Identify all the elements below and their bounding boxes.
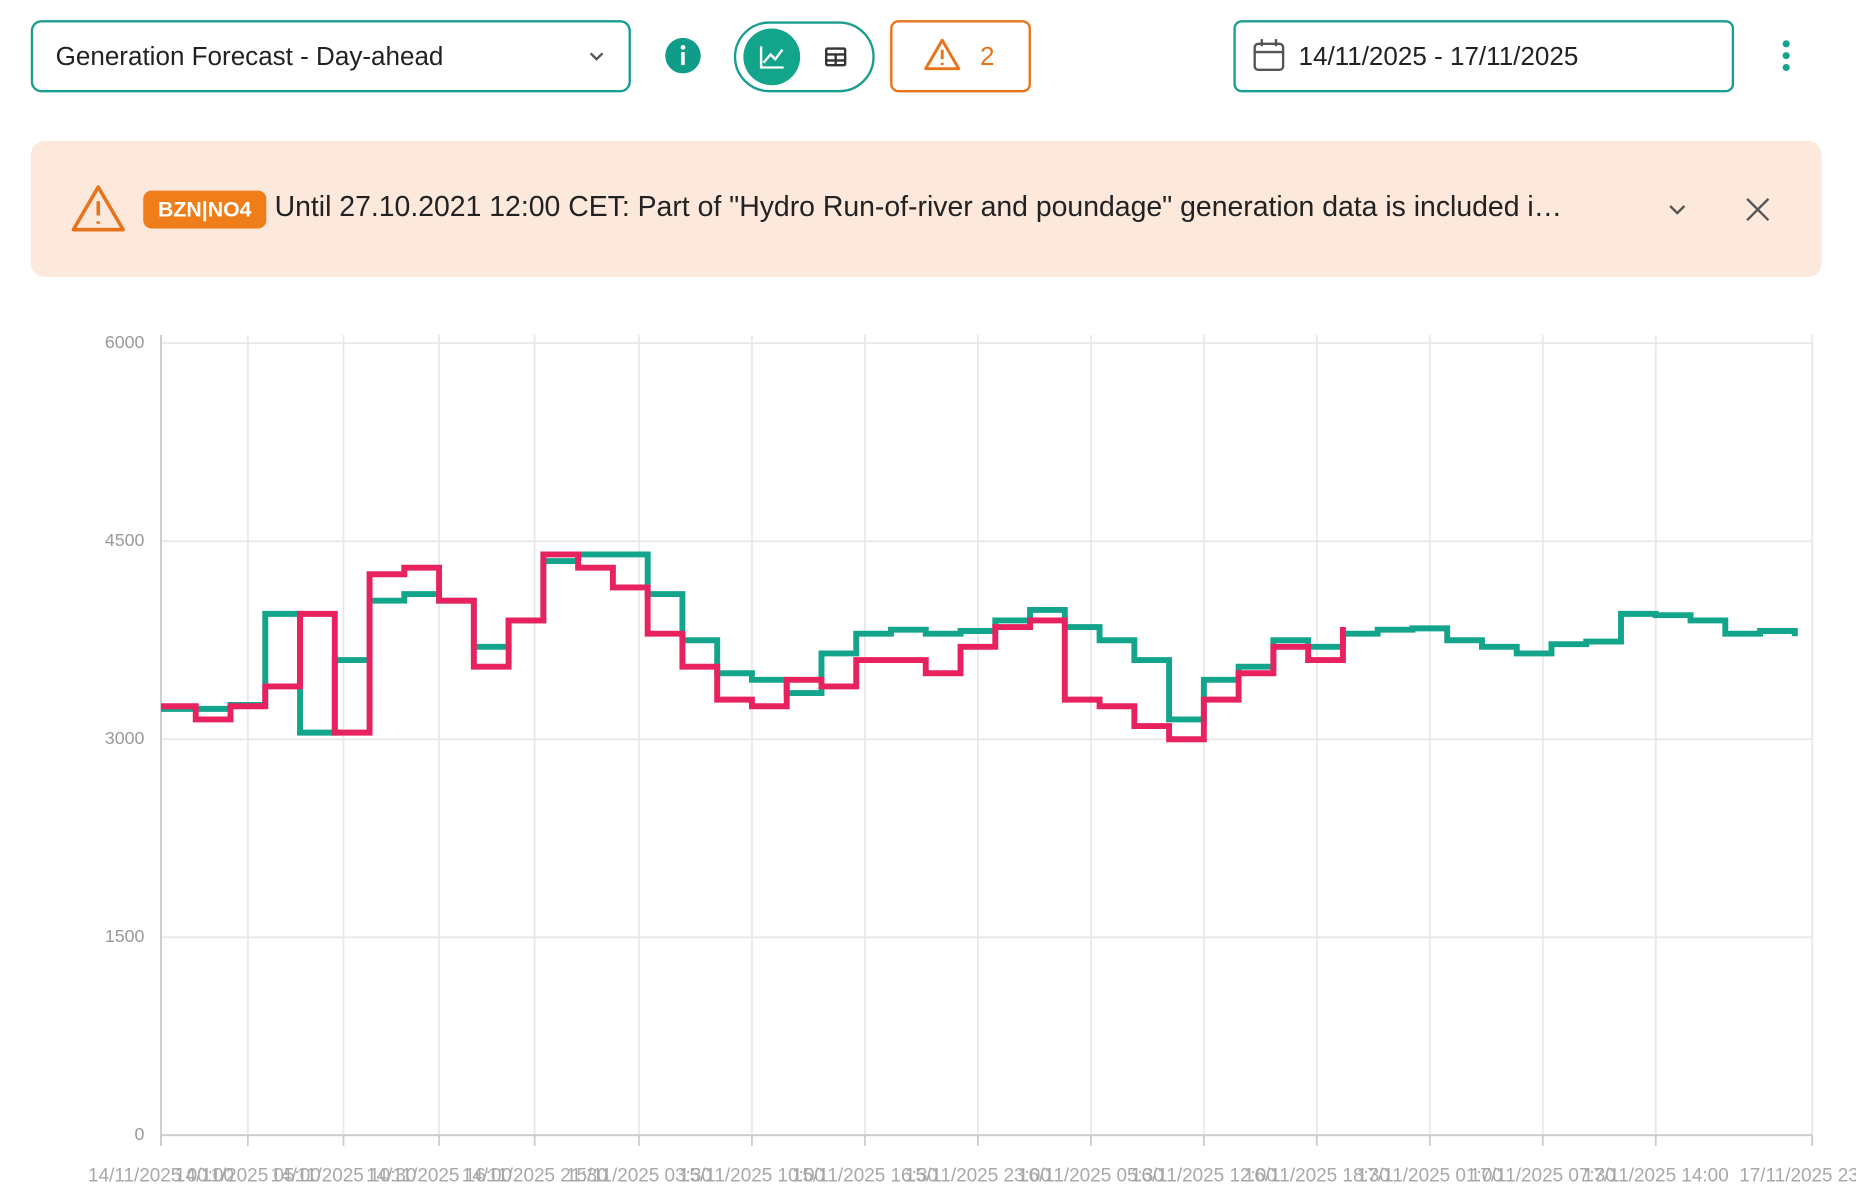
y-tick-label: 3000 [105,728,145,748]
x-tick-label: 15/11/2025 03:30 [566,1166,712,1187]
x-tick-label: 15/11/2025 16:30 [792,1166,938,1187]
series-line [160,551,1346,743]
y-tick-label: 6000 [105,332,145,352]
y-tick-label: 1500 [105,926,145,946]
dataset-dropdown[interactable] [30,20,631,93]
warnings-button[interactable] [890,20,1031,93]
warning-icon [924,38,961,71]
x-tick-label: 15/11/2025 23:00 [905,1166,1051,1187]
banner-tag: BZN|NO4 [158,197,252,221]
warning-count: 2 [980,41,994,71]
date-range: 14/11/2025 - 17/11/2025 [1298,41,1578,71]
banner-expand[interactable] [1669,205,1686,215]
x-tick-label: 15/11/2025 10:00 [679,1166,825,1187]
banner-background [30,140,1822,278]
x-tick-label: 16/11/2025 18:30 [1244,1166,1390,1187]
info-bar [681,52,685,66]
x-tick-label: 14/11/2025 00:00 [88,1166,234,1187]
x-tick-label: 17/11/2025 23:00 [1739,1166,1856,1187]
banner-close[interactable] [1746,198,1770,222]
chevron [589,52,604,61]
x-tick-label: 14/11/2025 10:30 [271,1166,417,1187]
chart-icon [759,46,784,69]
banner-tag-box [143,190,267,229]
calendar-icon [1253,39,1285,72]
date-range-picker[interactable] [1233,20,1735,93]
x-tick-label: 16/11/2025 12:00 [1131,1166,1277,1187]
x-tick-label: 16/11/2025 05:30 [1018,1166,1164,1187]
x-tick-label: 14/11/2025 16:00 [366,1166,512,1187]
y-tick-label: 0 [135,1124,145,1144]
banner-warning-icon [71,185,125,232]
info-dot [680,45,686,50]
x-tick-label: 17/11/2025 07:30 [1470,1166,1616,1187]
toolbar: Generation Forecast - Day-ahead 2 14/11/… [30,20,1790,93]
banner-message: Until 27.10.2021 12:00 CET: Part of "Hyd… [275,191,1562,223]
dropdown-label: Generation Forecast - Day-ahead [56,41,444,71]
table-view-button[interactable] [825,47,847,67]
y-tick-label: 4500 [105,530,145,550]
x-tick-label: 17/11/2025 01:00 [1357,1166,1503,1187]
more-menu[interactable] [1782,40,1790,72]
x-tick-label: 17/11/2025 14:00 [1583,1166,1729,1187]
x-tick-label: 14/11/2025 21:30 [462,1166,608,1187]
banner: BZN|NO4 Until 27.10.2021 12:00 CET: Part… [30,140,1822,278]
x-tick-label: 14/11/2025 05:00 [175,1166,321,1187]
